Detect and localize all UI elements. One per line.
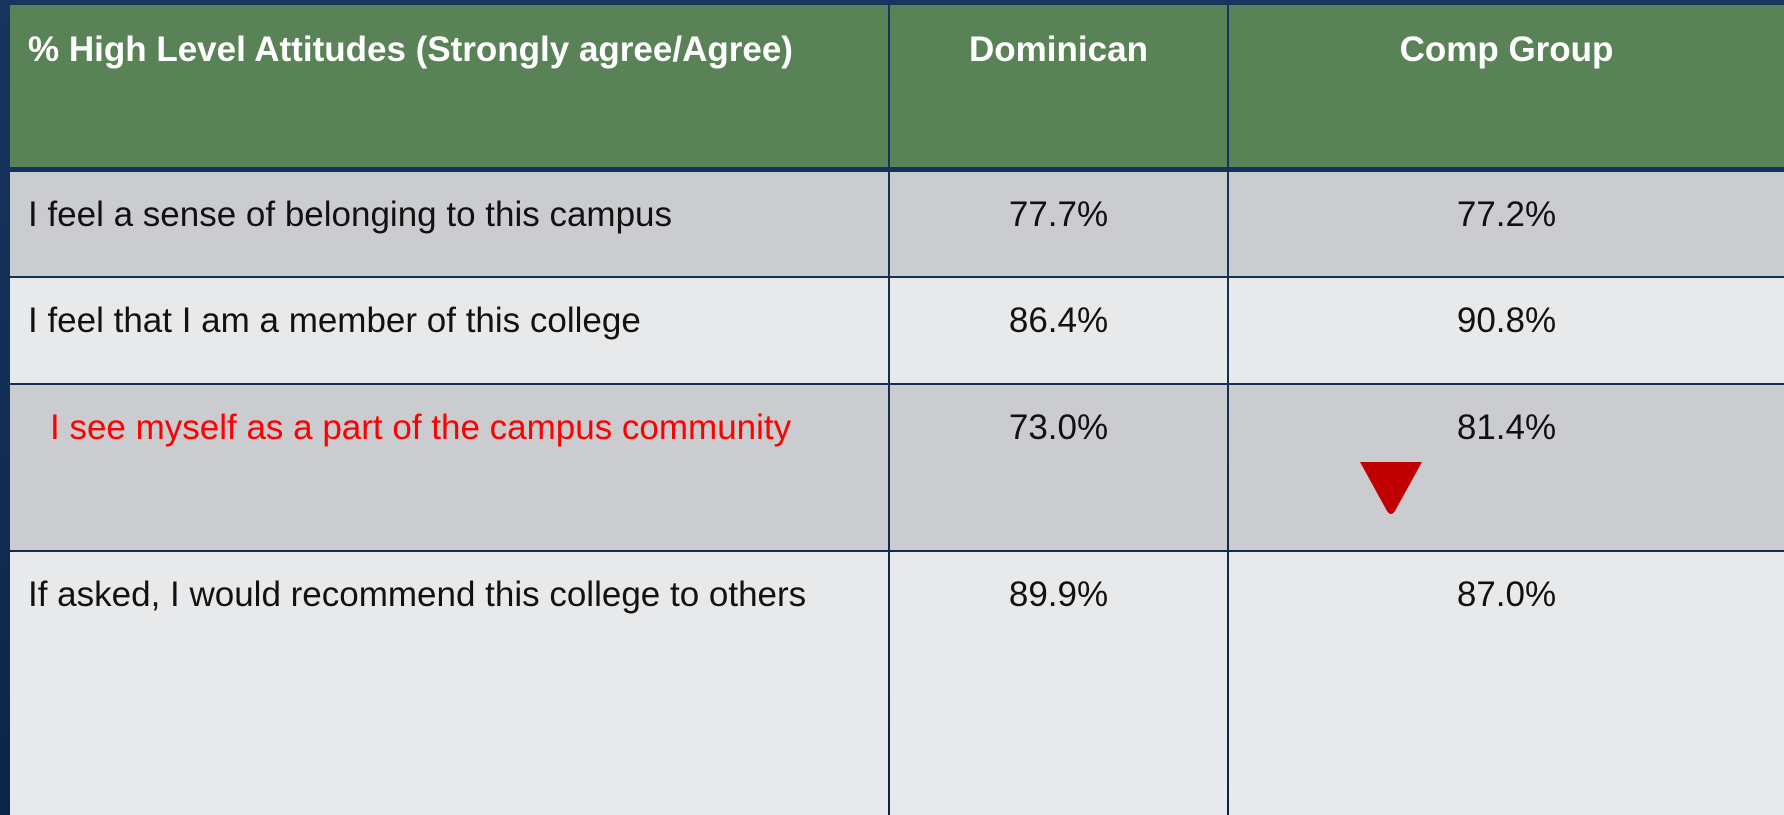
row-label: I feel that I am a member of this colleg… — [10, 278, 888, 383]
value-cell: 87.0% — [1229, 552, 1784, 815]
header-cell: Comp Group — [1229, 5, 1784, 167]
value-cell: 77.7% — [890, 172, 1227, 276]
value-cell: 77.2% — [1229, 172, 1784, 276]
value-cell: 86.4% — [890, 278, 1227, 383]
triangle — [1360, 462, 1422, 514]
header-cell: Dominican — [890, 5, 1227, 167]
down-arrow-icon — [1360, 462, 1422, 514]
value-cell: 73.0% — [890, 385, 1227, 550]
row-label: I feel a sense of belonging to this camp… — [10, 172, 888, 276]
value-cell: 81.4% — [1229, 385, 1784, 550]
row-label: I see myself as a part of the campus com… — [10, 385, 888, 550]
value-cell: 89.9% — [890, 552, 1227, 815]
row-label: If asked, I would recommend this college… — [10, 552, 888, 815]
header-cell: % High Level Attitudes (Strongly agree/A… — [10, 5, 888, 167]
value-cell: 90.8% — [1229, 278, 1784, 383]
